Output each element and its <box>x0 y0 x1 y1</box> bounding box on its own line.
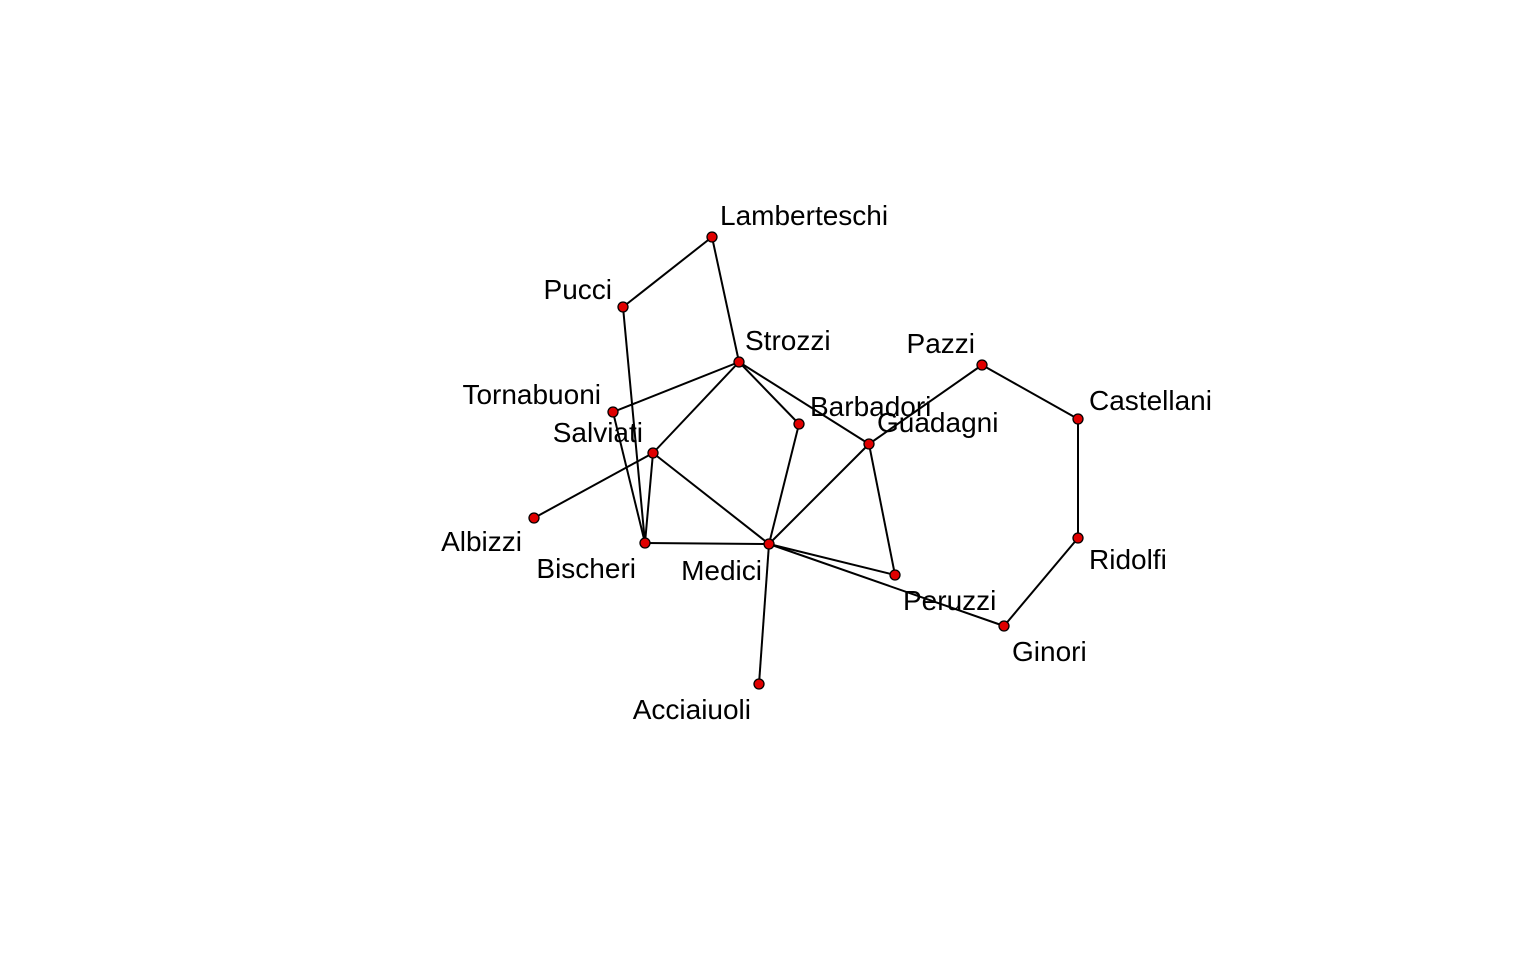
node-label-bischeri: Bischeri <box>536 553 636 584</box>
node-label-pucci: Pucci <box>544 274 612 305</box>
node-salviati <box>647 447 659 459</box>
node-lamberteschi <box>706 231 718 243</box>
label-layer: Acciaiuoli Albizzi Barbadori Bischeri Castel… <box>441 200 1212 725</box>
node-label-barbadori: Barbadori <box>810 391 931 422</box>
node-label-ginori: Ginori <box>1012 636 1087 667</box>
node-label-lamberteschi: Lamberteschi <box>720 200 888 231</box>
edge-guadagni-peruzzi <box>868 443 896 576</box>
edge-salviati-albizzi <box>533 452 654 519</box>
node-label-strozzi: Strozzi <box>745 325 831 356</box>
edge-strozzi-guadagni <box>738 361 870 445</box>
node-albizzi <box>528 512 540 524</box>
node-label-acciaiuoli: Acciaiuoli <box>633 694 751 725</box>
edge-medici-peruzzi <box>768 543 896 576</box>
edge-bischeri-medici <box>644 542 770 545</box>
node-medici <box>763 538 775 550</box>
edge-strozzi-barbadori <box>738 361 800 425</box>
edge-strozzi-salviati <box>652 361 740 454</box>
node-label-ridolfi: Ridolfi <box>1089 544 1167 575</box>
edge-guadagni-pazzi <box>868 364 983 445</box>
edge-pazzi-castellani <box>981 364 1079 420</box>
node-peruzzi <box>889 569 901 581</box>
node-ridolfi <box>1072 532 1084 544</box>
node-pucci <box>617 301 629 313</box>
edge-lamberteschi-pucci <box>622 236 713 308</box>
node-acciaiuoli <box>753 678 765 690</box>
node-label-medici: Medici <box>681 555 762 586</box>
edge-medici-ginori <box>768 543 1005 627</box>
node-label-guadagni: Guadagni <box>877 407 998 438</box>
node-castellani <box>1072 413 1084 425</box>
node-label-peruzzi: Peruzzi <box>903 585 996 616</box>
node-label-castellani: Castellani <box>1089 385 1212 416</box>
node-label-albizzi: Albizzi <box>441 526 522 557</box>
node-strozzi <box>733 356 745 368</box>
edge-lamberteschi-strozzi <box>711 236 740 363</box>
node-guadagni <box>863 438 875 450</box>
node-layer <box>528 231 1084 690</box>
edge-guadagni-medici <box>768 443 870 545</box>
edge-strozzi-tornabuoni <box>612 361 740 413</box>
edge-barbadori-medici <box>768 423 800 545</box>
edge-pucci-bischeri <box>622 306 646 544</box>
edge-tornabuoni-bischeri <box>612 411 646 544</box>
node-ginori <box>998 620 1010 632</box>
node-barbadori <box>793 418 805 430</box>
node-label-salviati: Salviati <box>553 417 643 448</box>
edge-layer <box>533 236 1079 685</box>
edge-salviati-medici <box>652 452 770 545</box>
node-label-tornabuoni: Tornabuoni <box>462 379 601 410</box>
node-label-pazzi: Pazzi <box>907 328 975 359</box>
node-tornabuoni <box>607 406 619 418</box>
node-pazzi <box>976 359 988 371</box>
node-bischeri <box>639 537 651 549</box>
edge-salviati-bischeri <box>644 452 654 544</box>
edge-medici-acciaiuoli <box>758 543 770 685</box>
edge-ridolfi-ginori <box>1003 537 1079 627</box>
